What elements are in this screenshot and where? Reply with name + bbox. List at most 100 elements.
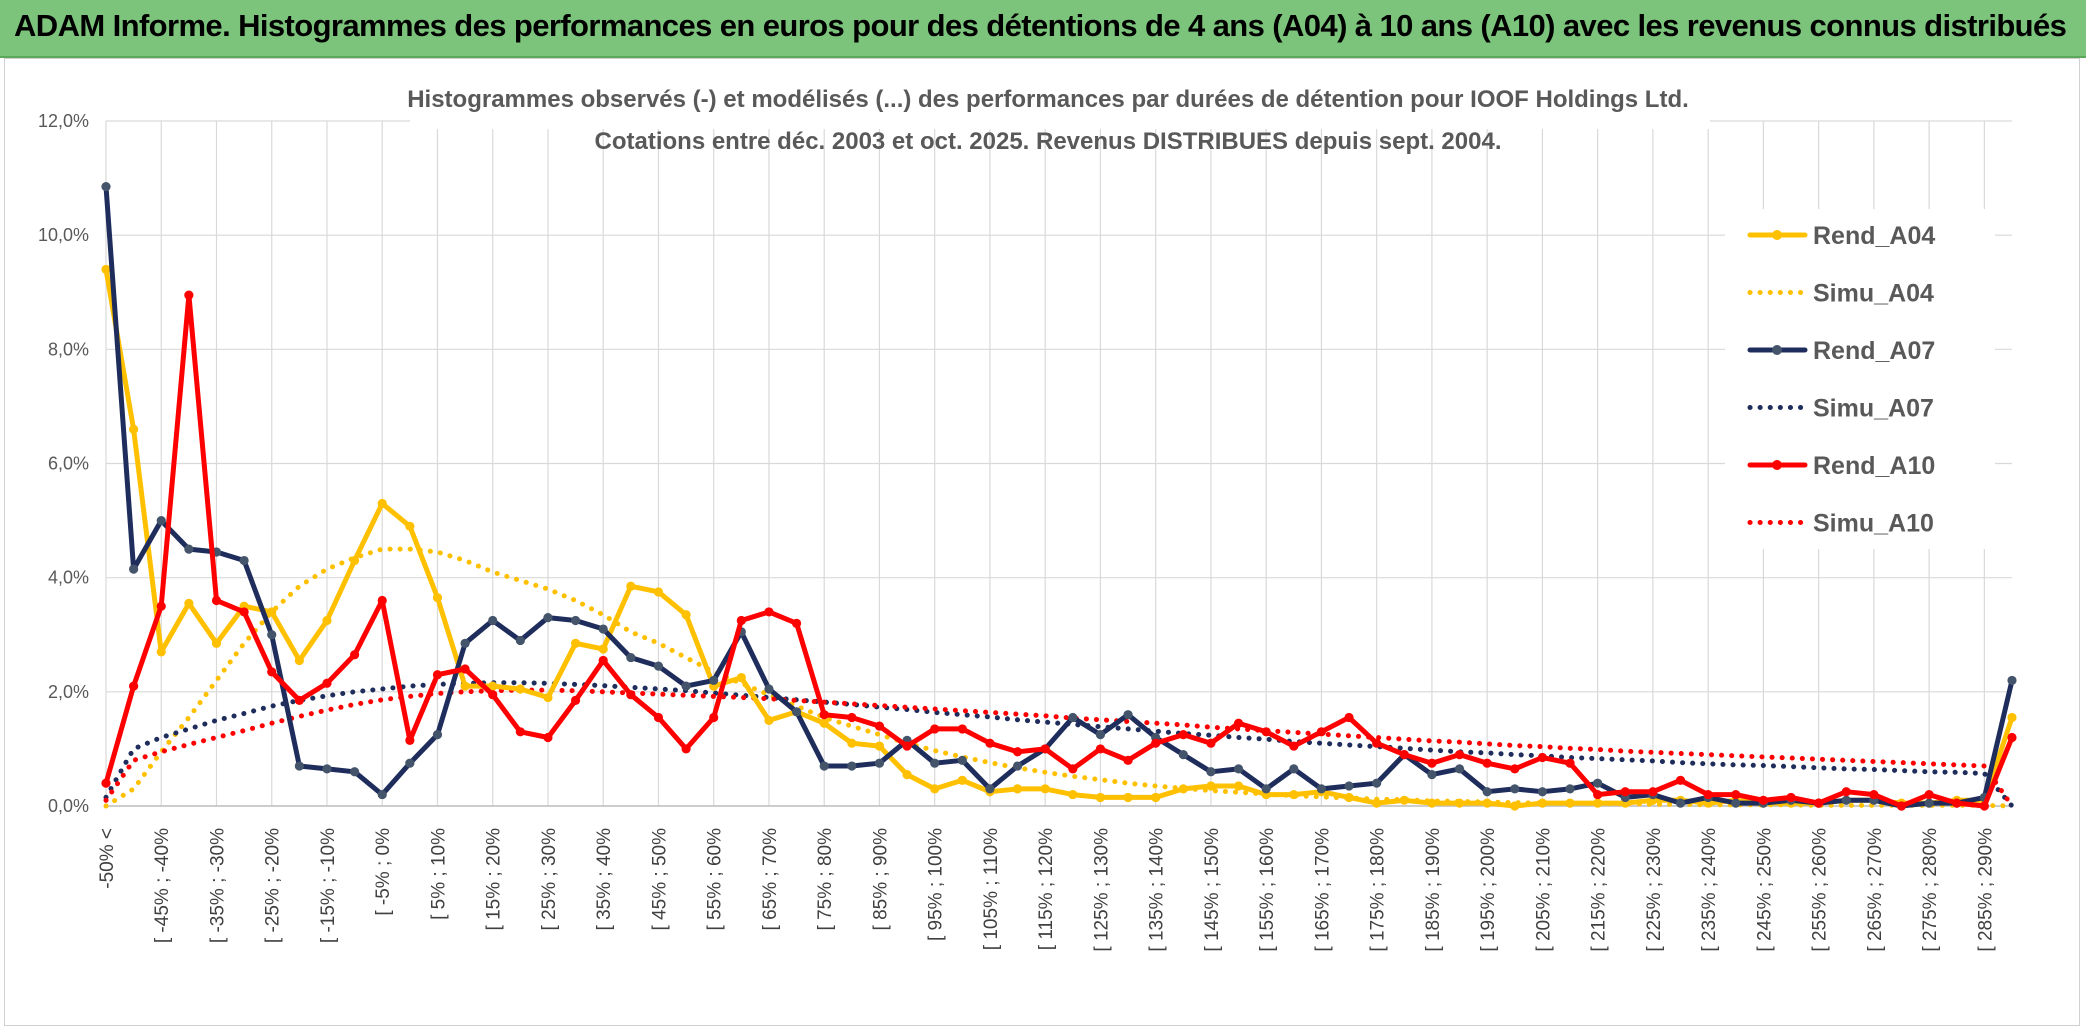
data-point bbox=[1095, 792, 1106, 803]
data-point bbox=[267, 667, 277, 677]
data-point bbox=[2007, 675, 2017, 686]
data-point bbox=[598, 655, 608, 666]
data-point bbox=[1068, 764, 1078, 774]
data-point bbox=[819, 761, 829, 771]
x-tick-label: [ 55% ; 60% bbox=[705, 828, 726, 931]
x-tick-label: [ 85% ; 90% bbox=[870, 828, 891, 931]
data-point bbox=[1896, 801, 1907, 811]
data-point bbox=[1372, 778, 1382, 788]
data-point bbox=[1924, 798, 1934, 808]
x-tick-label: [ 225% ; 230% bbox=[1644, 828, 1665, 952]
data-point bbox=[1068, 712, 1078, 723]
data-point bbox=[239, 555, 249, 566]
data-point bbox=[1095, 730, 1106, 740]
data-point bbox=[1593, 789, 1603, 800]
legend-label: Simu_A10 bbox=[1813, 510, 1934, 538]
data-point bbox=[211, 638, 222, 648]
data-point bbox=[1344, 712, 1354, 723]
data-point bbox=[819, 710, 829, 720]
legend-item: Simu_A10 bbox=[1747, 510, 1934, 538]
report-title: ADAM Informe. Histogrammes des performan… bbox=[14, 8, 2067, 43]
data-point bbox=[184, 290, 194, 300]
data-point bbox=[1758, 795, 1768, 805]
data-point bbox=[543, 732, 553, 743]
data-point bbox=[764, 607, 774, 617]
data-point bbox=[460, 681, 470, 691]
data-point bbox=[1261, 727, 1271, 737]
data-point bbox=[1289, 764, 1299, 774]
data-point bbox=[156, 647, 166, 657]
x-tick-label: [ 285% ; 290% bbox=[1975, 828, 1996, 952]
data-point bbox=[1068, 789, 1078, 800]
data-point bbox=[432, 593, 443, 603]
data-point bbox=[1372, 798, 1382, 808]
data-point bbox=[847, 761, 857, 771]
series-simu-a07 bbox=[103, 680, 2015, 809]
x-tick-label: [ -45% ; -40% bbox=[152, 828, 173, 943]
data-point bbox=[681, 681, 691, 691]
data-point bbox=[543, 613, 553, 623]
x-tick-label: [ 105% ; 110% bbox=[981, 828, 1002, 950]
legend-label: Simu_A04 bbox=[1813, 280, 1934, 308]
data-point bbox=[1841, 795, 1851, 805]
data-point bbox=[1537, 798, 1548, 808]
data-point bbox=[626, 652, 636, 663]
x-tick-label: [ 45% ; 50% bbox=[649, 828, 670, 931]
data-point bbox=[405, 735, 415, 745]
data-point bbox=[1399, 750, 1409, 760]
data-point bbox=[570, 638, 581, 648]
y-tick-label: 2,0% bbox=[48, 682, 89, 702]
data-point bbox=[405, 521, 415, 531]
y-tick-label: 12,0% bbox=[38, 111, 89, 131]
legend-marker bbox=[1772, 345, 1782, 355]
data-point bbox=[957, 724, 967, 734]
data-point bbox=[1316, 727, 1327, 737]
data-point bbox=[1344, 792, 1354, 803]
data-point bbox=[764, 715, 774, 725]
data-point bbox=[709, 712, 719, 723]
data-point bbox=[1537, 787, 1548, 797]
chart-title-line1: Histogrammes observés (-) et modélisés (… bbox=[407, 86, 1689, 113]
data-point bbox=[1510, 764, 1520, 774]
data-point bbox=[156, 515, 166, 526]
data-point bbox=[1151, 738, 1161, 748]
data-point bbox=[2007, 712, 2017, 723]
data-point bbox=[1565, 798, 1575, 808]
data-point bbox=[101, 778, 111, 788]
data-point bbox=[1979, 801, 1989, 811]
data-point bbox=[488, 690, 498, 700]
legend-background bbox=[1725, 209, 1995, 549]
data-point bbox=[791, 707, 802, 717]
x-tick-label: [ 145% ; 150% bbox=[1202, 828, 1223, 952]
data-point bbox=[350, 767, 360, 777]
data-point bbox=[129, 564, 139, 574]
series-line bbox=[103, 292, 2015, 809]
x-tick-label: [ 125% ; 130% bbox=[1091, 828, 1112, 952]
y-axis-ticks: 0,0% 2,0% 4,0% 6,0% 8,0% 10,0% 12,0% bbox=[38, 111, 89, 816]
data-point bbox=[377, 789, 387, 800]
y-tick-label: 8,0% bbox=[48, 339, 89, 359]
series-simu-a04 bbox=[103, 546, 2015, 809]
series-line bbox=[103, 680, 2015, 809]
data-point bbox=[322, 615, 332, 626]
data-point bbox=[1427, 770, 1437, 780]
data-point bbox=[1178, 784, 1188, 794]
data-point bbox=[681, 610, 691, 620]
data-point bbox=[985, 738, 995, 748]
data-point bbox=[184, 598, 194, 608]
data-point bbox=[350, 555, 360, 566]
data-point bbox=[515, 635, 525, 646]
data-point bbox=[1454, 750, 1465, 760]
data-point bbox=[1344, 781, 1354, 791]
data-point bbox=[543, 692, 553, 703]
data-point bbox=[1040, 784, 1050, 794]
data-point bbox=[350, 650, 360, 660]
data-point bbox=[211, 595, 222, 606]
data-point bbox=[267, 630, 277, 640]
data-point bbox=[1206, 767, 1216, 777]
data-point bbox=[1206, 781, 1216, 791]
data-point bbox=[129, 424, 139, 434]
series-line bbox=[103, 184, 2015, 809]
legend-label: Simu_A07 bbox=[1813, 395, 1934, 423]
x-tick-label: [ 245% ; 250% bbox=[1754, 828, 1775, 952]
